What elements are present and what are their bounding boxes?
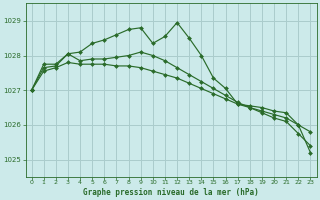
X-axis label: Graphe pression niveau de la mer (hPa): Graphe pression niveau de la mer (hPa)	[83, 188, 259, 197]
